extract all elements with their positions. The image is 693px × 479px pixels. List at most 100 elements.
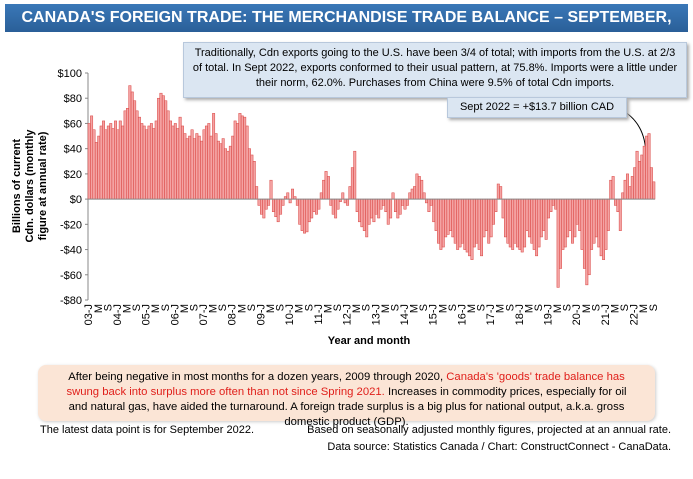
- bar: [611, 176, 615, 200]
- x-tick-label: S: [418, 304, 430, 311]
- bar: [305, 198, 309, 233]
- x-tick-label: M: [581, 304, 593, 313]
- bar: [346, 198, 350, 206]
- bar: [508, 198, 512, 248]
- x-tick-label: 05-J: [141, 304, 153, 325]
- bar: [240, 115, 244, 200]
- bar: [248, 148, 251, 200]
- bar: [472, 198, 476, 248]
- x-tick-label: M: [121, 304, 133, 313]
- y-axis-title: figure at annual rate): [37, 131, 49, 240]
- bar: [185, 138, 189, 200]
- x-tick-label: 15-J: [428, 304, 440, 325]
- bar: [525, 198, 529, 231]
- bar: [477, 198, 481, 250]
- x-tick-label: M: [179, 304, 191, 313]
- footnote: Data source: Statistics Canada / Chart: …: [327, 441, 671, 453]
- bar: [633, 167, 637, 200]
- y-tick-label: $60: [64, 118, 82, 130]
- x-tick-label: 14-J: [399, 304, 411, 325]
- bar: [602, 198, 606, 260]
- x-tick-label: 19-J: [543, 304, 555, 325]
- bar: [623, 179, 627, 200]
- bar: [408, 192, 412, 200]
- bar: [635, 150, 639, 200]
- bar: [142, 125, 146, 200]
- bar: [279, 198, 283, 215]
- bar: [130, 91, 134, 200]
- x-tick-label: S: [361, 304, 373, 311]
- bar: [250, 154, 254, 200]
- bar: [329, 198, 333, 206]
- bar: [391, 192, 395, 200]
- bar: [326, 176, 330, 200]
- x-tick-label: 11-J: [313, 304, 325, 325]
- x-tick-label: M: [466, 304, 478, 313]
- bar: [437, 198, 440, 244]
- bar: [154, 120, 158, 200]
- callout-box: Sept 2022 = +$13.7 billion CAD: [447, 97, 627, 118]
- bar: [123, 110, 127, 200]
- bar: [535, 198, 539, 257]
- bar: [114, 120, 117, 200]
- bar: [291, 188, 294, 200]
- x-tick-label: 17-J: [485, 304, 497, 325]
- bar: [233, 120, 237, 200]
- bar: [382, 198, 385, 206]
- bar: [102, 120, 105, 200]
- bar: [245, 125, 249, 200]
- bar: [116, 129, 120, 200]
- x-tick-label: M: [236, 304, 248, 313]
- bar: [494, 198, 498, 212]
- bar: [630, 176, 634, 200]
- footnote: The latest data point is for September 2…: [40, 424, 255, 436]
- y-tick-label: $100: [58, 68, 82, 80]
- bar: [489, 198, 493, 238]
- bar: [181, 125, 184, 200]
- bar: [341, 192, 345, 200]
- bar: [401, 198, 405, 206]
- bar: [224, 148, 228, 200]
- bar: [506, 198, 510, 244]
- bar: [214, 133, 218, 200]
- bar: [190, 129, 194, 200]
- bar: [475, 198, 479, 244]
- x-tick-label: 07-J: [198, 304, 210, 325]
- bar: [539, 198, 543, 238]
- bar: [264, 198, 268, 210]
- bar: [582, 198, 586, 269]
- bar: [417, 176, 421, 200]
- bar: [429, 198, 433, 206]
- x-tick-label: S: [590, 304, 602, 311]
- bar: [422, 192, 426, 200]
- bar: [638, 161, 641, 200]
- bar: [135, 110, 139, 200]
- bar: [594, 198, 598, 238]
- bar: [599, 198, 603, 257]
- x-tick-label: S: [447, 304, 459, 311]
- footnote: Based on seasonally adjusted monthly fig…: [307, 424, 671, 436]
- bar: [319, 192, 323, 200]
- bar: [482, 198, 486, 238]
- x-tick-label: 20-J: [571, 304, 583, 325]
- x-tick-label: M: [208, 304, 220, 313]
- bar: [446, 198, 450, 235]
- bar: [484, 198, 488, 231]
- bar: [585, 198, 589, 286]
- bar: [451, 198, 455, 238]
- bar: [212, 113, 216, 200]
- bar: [159, 92, 163, 200]
- x-tick-label: S: [160, 304, 172, 311]
- bar: [393, 198, 397, 212]
- bar: [532, 198, 536, 250]
- bar: [520, 198, 524, 253]
- bar: [300, 198, 304, 231]
- x-tick-label: M: [322, 304, 334, 313]
- x-tick-label: M: [552, 304, 564, 313]
- bar: [118, 120, 122, 200]
- bar: [456, 198, 460, 250]
- x-tick-label: 10-J: [284, 304, 296, 325]
- y-tick-label: -$40: [60, 245, 82, 257]
- x-tick-label: M: [409, 304, 421, 313]
- bar: [537, 198, 541, 248]
